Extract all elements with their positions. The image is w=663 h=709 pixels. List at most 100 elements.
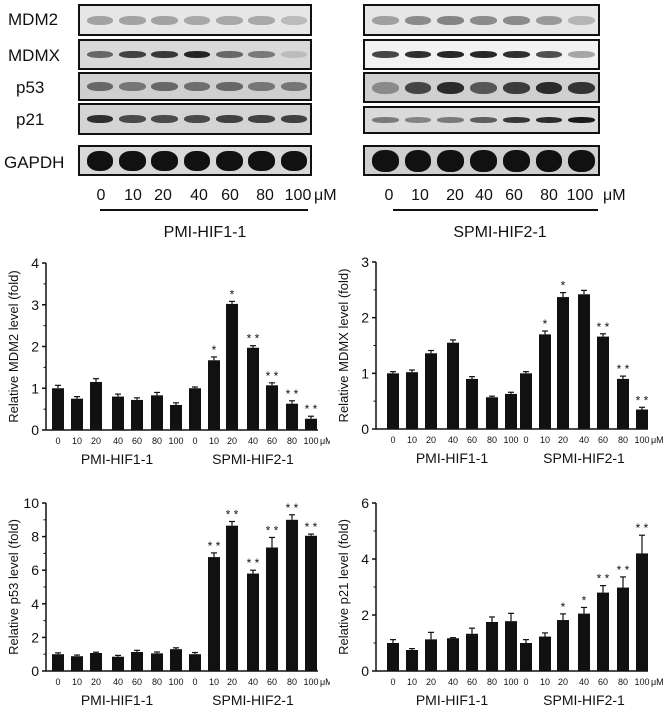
blot-band bbox=[183, 51, 211, 58]
right-blot-p21 bbox=[363, 106, 600, 134]
blot-band bbox=[535, 117, 563, 123]
bar bbox=[466, 633, 478, 671]
blot-band bbox=[470, 51, 497, 58]
bar bbox=[557, 620, 569, 671]
bar bbox=[151, 395, 163, 430]
bar bbox=[112, 656, 124, 671]
x-tick-label: 40 bbox=[579, 435, 589, 445]
significance-marker: * * bbox=[617, 563, 630, 577]
significance-marker: * * bbox=[266, 523, 279, 537]
bar bbox=[305, 535, 317, 671]
bar bbox=[505, 393, 517, 429]
x-tick-label: 40 bbox=[248, 436, 258, 446]
blot-band bbox=[371, 81, 399, 94]
x-tick-label: 60 bbox=[598, 435, 608, 445]
y-tick-label: 3 bbox=[31, 297, 39, 313]
x-tick-label: 10 bbox=[540, 435, 550, 445]
bar bbox=[539, 334, 551, 429]
x-tick-label: 0 bbox=[390, 677, 395, 687]
bar bbox=[539, 636, 551, 671]
bar bbox=[406, 650, 418, 671]
x-tick-label: 10 bbox=[209, 436, 219, 446]
bar bbox=[71, 398, 83, 430]
y-tick-label: 1 bbox=[31, 380, 39, 396]
x-tick-label: 0 bbox=[192, 677, 197, 687]
y-tick-label: 0 bbox=[361, 663, 369, 679]
significance-marker: * bbox=[543, 317, 548, 331]
blot-band bbox=[568, 149, 596, 172]
blot-band bbox=[248, 51, 275, 58]
significance-marker: * bbox=[212, 343, 217, 357]
y-tick-label: 1 bbox=[361, 365, 369, 381]
y-tick-label: 2 bbox=[31, 339, 39, 355]
bar bbox=[578, 294, 590, 429]
x-tick-label: 0 bbox=[55, 436, 60, 446]
blot-band bbox=[119, 150, 146, 171]
x-tick-label: 20 bbox=[227, 436, 237, 446]
blot-band bbox=[86, 15, 114, 25]
bar bbox=[286, 519, 298, 671]
blot-band bbox=[216, 82, 243, 91]
blot-band bbox=[404, 117, 432, 123]
bar bbox=[617, 378, 629, 429]
bar bbox=[520, 373, 532, 429]
lane-label: 0 bbox=[96, 187, 106, 204]
y-tick-label: 3 bbox=[361, 254, 369, 270]
blot-band bbox=[535, 15, 563, 25]
lane-label: 60 bbox=[221, 187, 239, 204]
significance-marker: * bbox=[561, 279, 566, 293]
bar bbox=[131, 399, 143, 430]
unit-label-left: μM bbox=[314, 187, 337, 204]
y-axis-label: Relative MDM2 level (fold) bbox=[6, 270, 21, 422]
x-tick-label: 0 bbox=[55, 677, 60, 687]
blot-band bbox=[280, 150, 308, 171]
y-tick-label: 0 bbox=[31, 422, 39, 438]
x-tick-label: 80 bbox=[487, 435, 497, 445]
bar bbox=[247, 347, 259, 430]
blot-band bbox=[470, 15, 497, 25]
bar bbox=[557, 297, 569, 429]
bar bbox=[305, 418, 317, 430]
bar bbox=[505, 621, 517, 671]
x-tick-label: 40 bbox=[113, 677, 123, 687]
x-tick-label: 10 bbox=[407, 435, 417, 445]
blot-band bbox=[437, 117, 465, 123]
significance-marker: * * bbox=[636, 393, 649, 407]
bar bbox=[52, 388, 64, 430]
blot-band bbox=[568, 117, 596, 123]
blot-band bbox=[437, 81, 465, 94]
blot-band bbox=[183, 82, 211, 91]
blot-band bbox=[535, 81, 563, 94]
group-label-left: PMI-HIF1-1 bbox=[163, 224, 247, 241]
lane-label: 100 bbox=[566, 187, 594, 204]
left-blot-mdmx bbox=[78, 39, 312, 70]
blot-band bbox=[216, 115, 243, 123]
y-axis-label: Relative MDMX level (fold) bbox=[336, 269, 351, 423]
lane-label: 60 bbox=[505, 187, 523, 204]
bar bbox=[617, 587, 629, 671]
y-tick-label: 8 bbox=[31, 529, 39, 545]
bar bbox=[189, 654, 201, 671]
blot-band bbox=[119, 15, 146, 25]
significance-marker: * * bbox=[305, 402, 318, 416]
significance-marker: * * bbox=[208, 539, 221, 553]
y-axis-label: Relative p21 level (fold) bbox=[336, 519, 351, 655]
x-tick-label: 20 bbox=[91, 436, 101, 446]
left-blot-p53 bbox=[78, 72, 312, 101]
blot-band bbox=[248, 82, 275, 91]
mdm2-bar-chart: 0 1 2 3 4 Relative MDM2 level (fold) 0 10 20 40 60… bbox=[6, 255, 330, 467]
bar bbox=[447, 638, 459, 671]
significance-marker: * * bbox=[597, 320, 610, 334]
blot-band bbox=[248, 115, 275, 123]
lane-label: 20 bbox=[154, 187, 172, 204]
group-label: SPMI-HIF2-1 bbox=[212, 692, 294, 708]
blot-band bbox=[86, 115, 114, 123]
bar bbox=[597, 336, 609, 429]
blot-band bbox=[151, 115, 178, 123]
blot-band bbox=[119, 51, 146, 58]
lane-label: 40 bbox=[475, 187, 493, 204]
blot-band bbox=[280, 82, 308, 91]
blot-label-mdmx: MDMX bbox=[8, 46, 60, 65]
x-tick-label: 40 bbox=[448, 435, 458, 445]
group-label: SPMI-HIF2-1 bbox=[212, 451, 294, 467]
